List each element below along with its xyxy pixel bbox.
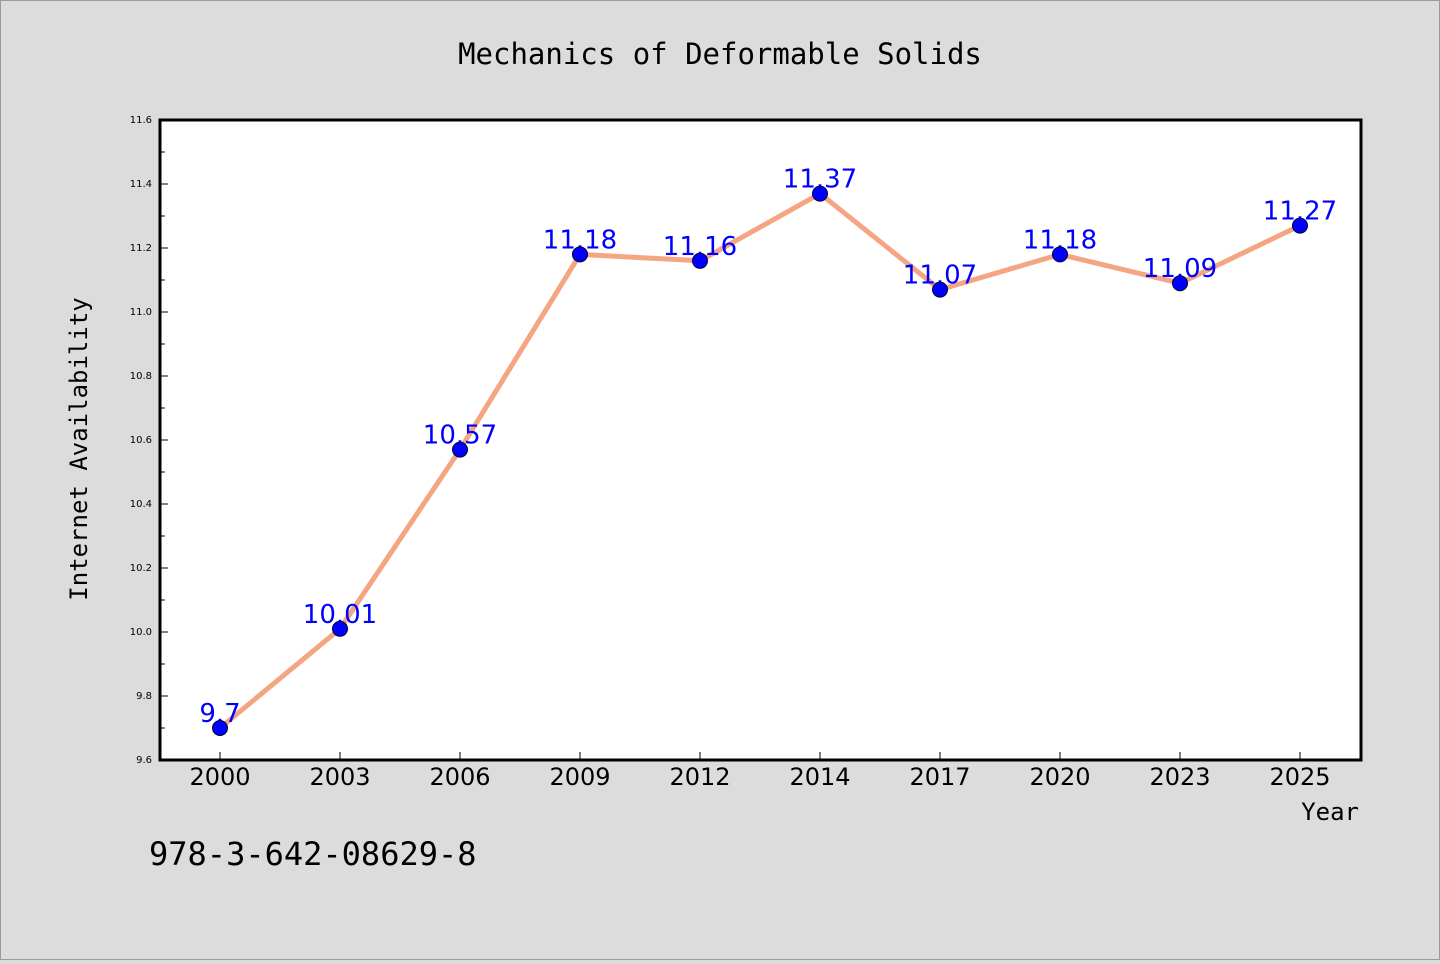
data-point bbox=[692, 252, 708, 269]
y-tick-label: 11.0 bbox=[130, 307, 152, 318]
series-line bbox=[217, 191, 1303, 731]
chart-title: Mechanics of Deformable Solids bbox=[458, 37, 982, 71]
y-tick-label: 10.6 bbox=[130, 435, 152, 446]
isbn-annotation: 978-3-642-08629-8 bbox=[149, 835, 477, 873]
data-point bbox=[1292, 217, 1308, 234]
y-axis-ticks: 9.6 9.8 10.0 10.2 10.4 10.6 10.8 11.0 11.2 11.4 11… bbox=[130, 115, 168, 766]
x-tick-label: 2017 bbox=[909, 763, 970, 791]
y-tick-label: 11.4 bbox=[130, 179, 152, 190]
x-tick-label: 2020 bbox=[1029, 763, 1090, 791]
x-tick-label: 2014 bbox=[789, 763, 850, 791]
data-point bbox=[812, 185, 828, 202]
plot-area bbox=[160, 120, 1361, 760]
x-tick-label: 2023 bbox=[1149, 763, 1210, 791]
data-point bbox=[452, 441, 468, 458]
y-tick-label: 10.4 bbox=[130, 499, 152, 510]
y-tick-label: 9.6 bbox=[136, 755, 152, 766]
x-tick-label: 2009 bbox=[549, 763, 610, 791]
x-tick-label: 2000 bbox=[189, 763, 250, 791]
x-tick-label: 2003 bbox=[309, 763, 370, 791]
y-tick-label: 10.2 bbox=[130, 563, 152, 574]
y-tick-label: 10.8 bbox=[130, 371, 152, 382]
data-point bbox=[572, 246, 588, 263]
y-axis-label: Internet Availability bbox=[65, 297, 93, 600]
y-tick-label: 10.0 bbox=[130, 627, 152, 638]
x-tick-label: 2006 bbox=[429, 763, 490, 791]
x-axis-label: Year bbox=[1301, 798, 1359, 826]
data-point bbox=[332, 620, 348, 637]
data-point bbox=[932, 281, 948, 298]
data-point bbox=[212, 720, 228, 736]
data-point bbox=[1052, 246, 1068, 263]
y-tick-label: 9.8 bbox=[136, 691, 152, 702]
plot-frame bbox=[158, 118, 1363, 762]
y-tick-label: 11.2 bbox=[130, 243, 152, 254]
x-tick-label: 2012 bbox=[669, 763, 730, 791]
x-tick-label: 2025 bbox=[1269, 763, 1330, 791]
data-point bbox=[1172, 275, 1188, 292]
y-tick-label: 11.6 bbox=[130, 115, 152, 126]
x-axis-ticks: 2000 2003 2006 2009 2012 2014 2017 2020 2023 2025 bbox=[189, 752, 1331, 791]
